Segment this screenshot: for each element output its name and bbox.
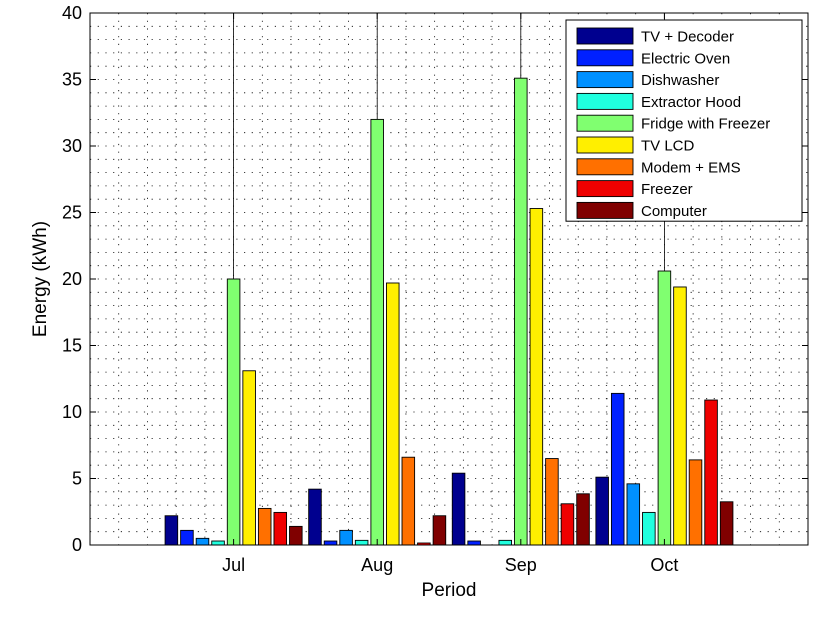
bars	[164, 77, 734, 546]
y-tick-label: 40	[62, 3, 82, 23]
y-tick-label: 15	[62, 336, 82, 356]
bar-modem-ems-sep	[545, 458, 559, 546]
bar-dishwasher-jul	[195, 537, 210, 546]
bar-extractor-hood-oct	[642, 511, 656, 546]
x-tick-label: Sep	[505, 555, 537, 575]
legend-swatch	[576, 27, 634, 45]
y-tick-label: 5	[72, 469, 82, 489]
bar-freezer-oct	[704, 399, 718, 546]
x-tick-label: Aug	[361, 555, 393, 575]
bar-fridge-with-freezer-oct	[657, 270, 672, 546]
bar-freezer-sep	[560, 503, 575, 546]
legend-swatch	[576, 201, 634, 219]
bar-computer-sep	[576, 493, 590, 546]
legend-label: Extractor Hood	[641, 94, 741, 111]
legend-label: Freezer	[641, 181, 693, 198]
bar-tv-lcd-jul	[242, 370, 256, 546]
legend-label: Computer	[641, 203, 707, 220]
x-tick-label: Oct	[650, 555, 678, 575]
y-tick-label: 35	[62, 70, 82, 90]
legend-label: Dishwasher	[641, 72, 719, 89]
bar-tv-lcd-oct	[673, 286, 687, 546]
bar-fridge-with-freezer-jul	[226, 278, 241, 546]
legend-swatch	[576, 49, 634, 67]
legend-swatch	[576, 136, 634, 154]
bar-modem-ems-jul	[257, 507, 272, 546]
y-axis-label: Energy (kWh)	[30, 221, 51, 337]
x-axis-label: Period	[422, 580, 477, 601]
bar-electric-oven-jul	[180, 529, 194, 546]
bar-dishwasher-aug	[339, 529, 353, 546]
bar-extractor-hood-sep	[498, 539, 512, 546]
bar-computer-oct	[719, 501, 734, 546]
legend-label: TV LCD	[641, 138, 695, 155]
bar-tv-lcd-aug	[386, 282, 400, 546]
legend-swatch	[576, 158, 634, 176]
bar-modem-ems-oct	[688, 459, 703, 546]
bar-freezer-jul	[273, 511, 288, 546]
bar-tv-decoder-sep	[451, 472, 466, 546]
x-tick-label: Jul	[222, 555, 245, 575]
bar-electric-oven-oct	[610, 392, 625, 546]
ticks: 0 5 10 15 20 25 30 35 40 Jul Aug Sep Oct	[62, 3, 808, 575]
y-tick-label: 10	[62, 402, 82, 422]
bar-modem-ems-aug	[401, 456, 416, 546]
bar-tv-decoder-oct	[595, 476, 609, 546]
bar-tv-decoder-jul	[164, 515, 179, 546]
legend-swatch	[576, 71, 634, 89]
bar-extractor-hood-aug	[354, 539, 369, 546]
legend: TV + Decoder Electric Oven Dishwasher Extra…	[565, 19, 803, 222]
bar-computer-aug	[432, 515, 447, 546]
bar-electric-oven-sep	[467, 540, 481, 546]
legend-swatch	[576, 92, 634, 110]
bar-tv-lcd-sep	[529, 208, 544, 546]
y-tick-label: 30	[62, 136, 82, 156]
legend-swatch	[576, 114, 634, 132]
legend-label: TV + Decoder	[641, 29, 734, 46]
bar-fridge-with-freezer-sep	[514, 77, 528, 546]
legend-label: Modem + EMS	[641, 159, 741, 176]
y-tick-label: 25	[62, 203, 82, 223]
y-tick-label: 0	[72, 535, 82, 555]
bar-tv-decoder-aug	[308, 488, 322, 546]
bar-computer-jul	[289, 525, 303, 546]
legend-label: Fridge with Freezer	[641, 116, 770, 133]
bar-dishwasher-oct	[626, 483, 641, 546]
y-tick-label: 20	[62, 269, 82, 289]
bar-fridge-with-freezer-aug	[370, 118, 384, 546]
legend-swatch	[576, 180, 634, 198]
legend-label: Electric Oven	[641, 50, 730, 67]
bar-electric-oven-aug	[323, 540, 338, 546]
bar-extractor-hood-jul	[211, 540, 225, 546]
